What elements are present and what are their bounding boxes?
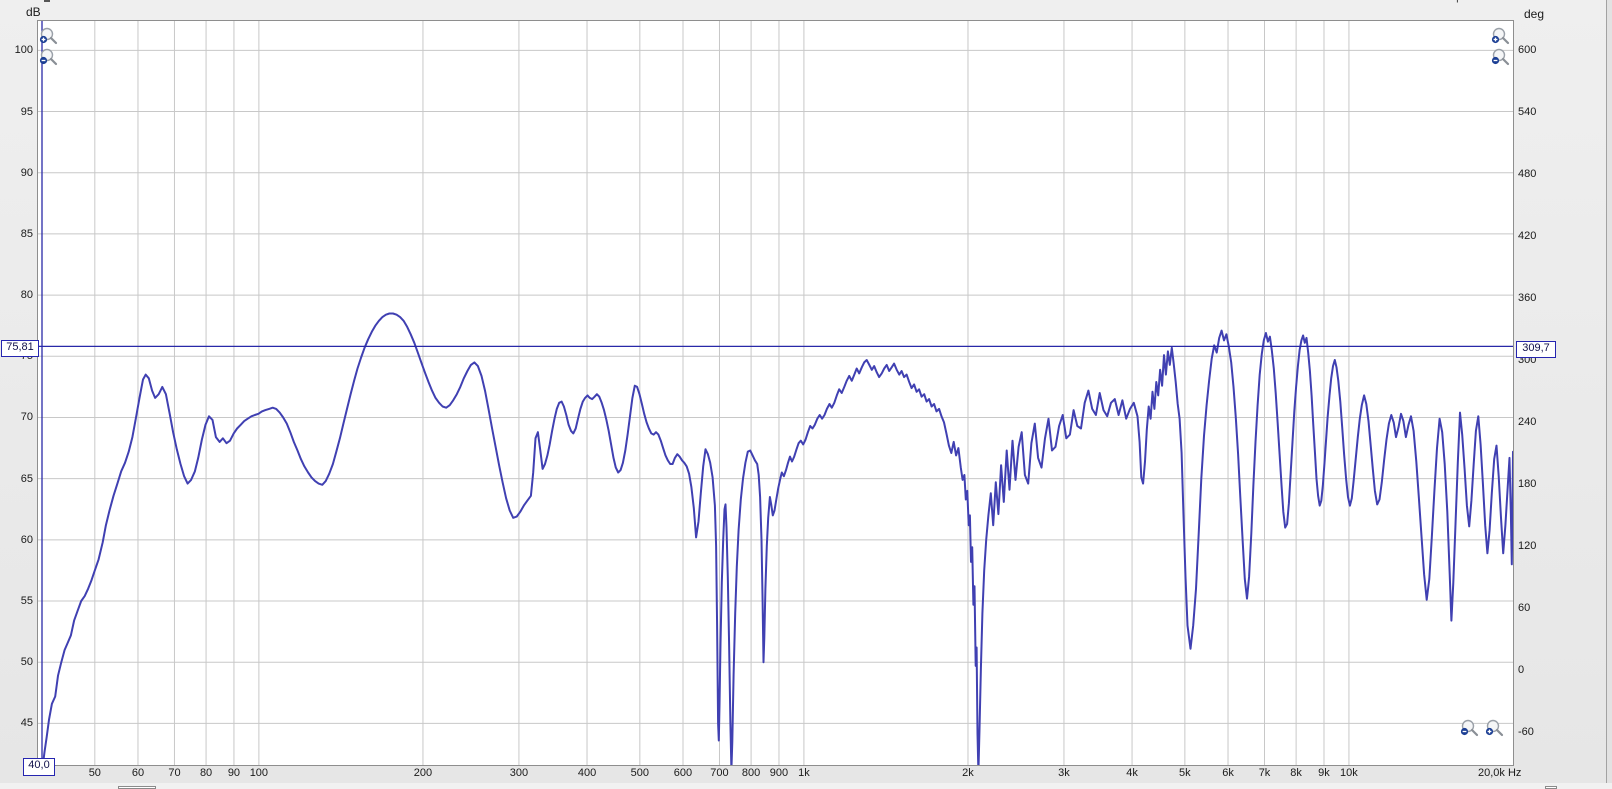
deg-tick-label: 180: [1518, 478, 1537, 491]
freq-tick-label: 200: [413, 767, 433, 779]
deg-tick-label: 240: [1518, 416, 1537, 429]
freq-tick-label: 900: [769, 767, 789, 779]
deg-tick-label: 600: [1518, 44, 1537, 57]
zoom-out-icon[interactable]: [37, 47, 59, 69]
db-tick-label: 90: [20, 166, 33, 179]
db-tick-label: 70: [20, 411, 33, 424]
scrollbars-button[interactable]: Scrollbars: [1366, 0, 1415, 3]
freq-tick-label: 300: [509, 767, 529, 779]
freq-tick-label: 400: [577, 767, 597, 779]
deg-tick-label: 0: [1518, 664, 1525, 677]
db-tick-label: 60: [20, 533, 33, 546]
freq-tick-label: 5k: [1179, 767, 1191, 779]
clipped-title-fragment: [44, 0, 50, 2]
cursor-db-readout: 75,81: [1, 340, 39, 357]
freq-tick-label: 50: [88, 767, 101, 779]
db-tick-label: 45: [20, 717, 33, 730]
freq-tick-label: 8k: [1290, 767, 1302, 779]
frequency-response-chart[interactable]: [38, 21, 1513, 765]
db-tick-label: 50: [20, 656, 33, 669]
freq-tick-label: 7k: [1258, 767, 1271, 779]
zoom-in-icon[interactable]: [1483, 718, 1505, 740]
freq-tick-label: 80: [199, 767, 213, 779]
freq-tick-label: 600: [673, 767, 693, 779]
deg-tick-label: 480: [1518, 168, 1537, 181]
freq-tick-label: 60: [131, 767, 145, 779]
freq-tick-label: 1k: [798, 767, 810, 779]
freq-tick-label: 90: [227, 767, 241, 779]
deg-tick-label: 360: [1518, 292, 1537, 305]
freq-tick-label: 6k: [1222, 767, 1234, 779]
db-tick-label: 65: [20, 472, 33, 485]
deg-tick-label: 540: [1518, 106, 1537, 119]
freq-axis-max-label: 20,0k Hz: [1478, 767, 1522, 779]
left-axis-title: dB: [26, 5, 41, 19]
freq-tick-label: 3k: [1058, 767, 1070, 779]
zoom-out-icon[interactable]: [1458, 718, 1480, 740]
db-tick-label: 85: [20, 227, 33, 240]
freq-tick-label: 800: [741, 767, 761, 779]
freq-tick-label: 4k: [1126, 767, 1138, 779]
deg-tick-label: 60: [1518, 602, 1531, 615]
zoom-in-icon[interactable]: [1489, 26, 1511, 48]
deg-tick-label: 420: [1518, 230, 1537, 243]
db-tick-label: 95: [20, 105, 33, 118]
freq-tick-label: 500: [630, 767, 649, 779]
freq-tick-label: 10k: [1340, 767, 1358, 779]
cursor-deg-readout: 309,7: [1516, 341, 1556, 358]
limits-button[interactable]: Limits: [1510, 0, 1539, 3]
zoom-out-icon[interactable]: [1489, 47, 1511, 69]
spl-trace: [41, 312, 1513, 765]
freq-tick-label: 2k: [962, 767, 974, 779]
right-axis-title: deg: [1524, 7, 1545, 21]
deg-tick-label: 120: [1518, 540, 1537, 553]
db-tick-label: 80: [20, 289, 33, 302]
db-tick-label: 55: [20, 595, 33, 608]
freq-tick-label: 100: [249, 767, 269, 779]
freq-tick-label: 70: [168, 767, 181, 779]
deg-tick-label: -60: [1518, 726, 1534, 739]
bottom-toolbar-clipped: [0, 783, 1612, 789]
zoom-in-icon[interactable]: [37, 26, 59, 48]
freq-tick-label: 700: [710, 767, 729, 779]
freq-axis-button[interactable]: Freq. Axis: [1436, 0, 1485, 3]
plot-area[interactable]: [37, 20, 1514, 766]
cursor-freq-readout: 40,0: [23, 758, 55, 776]
db-tick-label: 100: [14, 44, 33, 57]
window-edge-panel: [1606, 0, 1612, 789]
controls-button[interactable]: Controls: [1568, 0, 1609, 3]
freq-tick-label: 9k: [1318, 767, 1330, 779]
